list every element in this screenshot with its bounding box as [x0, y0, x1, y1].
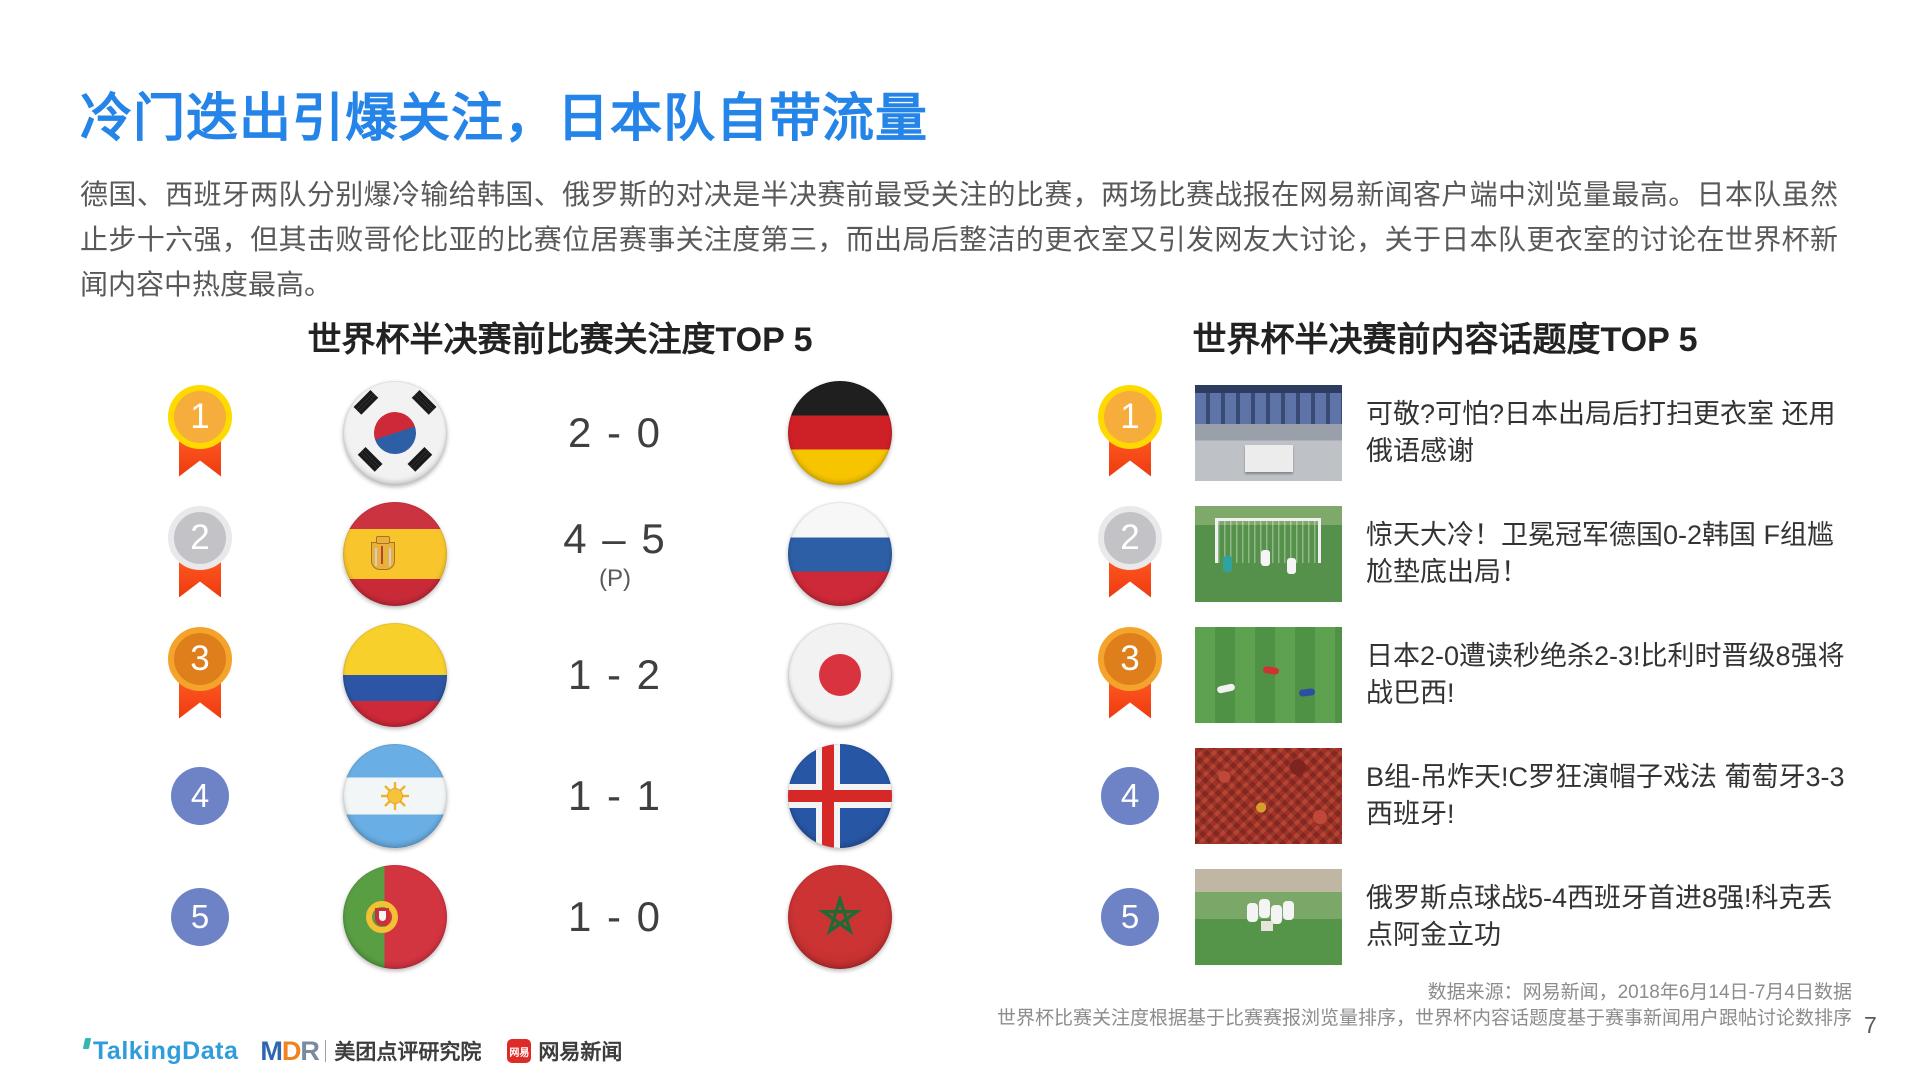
slide-body-paragraph: 德国、西班牙两队分别爆冷输给韩国、俄罗斯的对决是半决赛前最受关注的比赛，两场比赛… — [80, 179, 1838, 300]
topic-ranking-list: 1 可敬?可怕?日本出局后打扫更衣室 还用俄语感谢 2 惊天大冷！卫冕冠军德国0… — [1090, 372, 1854, 977]
match-score: 1 - 0 — [567, 892, 663, 940]
data-source-line-1: 数据来源：网易新闻，2018年6月14日-7月4日数据 — [1427, 982, 1852, 1003]
match-score: 4 – 5 — [563, 514, 667, 562]
topic-row-4: 4 B组-吊炸天!C罗狂演帽子戏法 葡萄牙3-3西班牙! — [1090, 735, 1854, 856]
footer-logos: TalkingData M D R 美团点评研究院 网易 网易新闻 — [82, 1036, 622, 1067]
match-row-1: 1 2 - 0 — [80, 372, 920, 493]
japan-flag-icon — [788, 622, 892, 727]
colombia-flag-icon — [343, 622, 447, 727]
slide-title: 冷门迭出引爆关注，日本队自带流量 — [80, 90, 929, 148]
match-row-5: 5 1 - 0 — [80, 856, 920, 977]
team-celebration-photo — [1195, 868, 1342, 965]
talkingdata-logo: TalkingData — [82, 1036, 239, 1066]
topic-row-5: 5 俄罗斯点球战5-4西班牙首进8强!科克丢点阿金立功 — [1090, 856, 1854, 977]
rank-circle-icon: 5 — [171, 887, 229, 946]
netease-badge-icon: 网易 — [507, 1039, 532, 1063]
logo-divider — [324, 1040, 327, 1062]
rank-circle-icon: 5 — [1101, 887, 1159, 946]
match-row-4: 4 1 - 1 — [80, 735, 920, 856]
match-score: 1 - 2 — [567, 650, 663, 698]
match-score: 2 - 0 — [567, 408, 663, 456]
portugal-flag-icon — [343, 864, 447, 969]
rank-number: 2 — [1098, 505, 1162, 570]
data-source-notes: 数据来源：网易新闻，2018年6月14日-7月4日数据 世界杯比赛关注度根据基于… — [997, 980, 1852, 1032]
mdr-letter-d: D — [281, 1035, 301, 1066]
match-row-2: 2 4 – 5 (P) — [80, 493, 920, 614]
silver-medal-icon: 2 — [168, 505, 232, 602]
argentina-flag-icon — [343, 743, 447, 848]
news-headline: 日本2-0遭读秒绝杀2-3!比利时晋级8强将战巴西! — [1366, 640, 1845, 708]
rank-circle-icon: 4 — [1101, 766, 1159, 825]
mdr-letter-r: R — [300, 1035, 319, 1066]
topic-row-1: 1 可敬?可怕?日本出局后打扫更衣室 还用俄语感谢 — [1090, 372, 1854, 493]
match-ranking-title: 世界杯半决赛前比赛关注度TOP 5 — [307, 321, 813, 359]
match-score: 1 - 1 — [567, 771, 663, 819]
rank-number: 1 — [168, 384, 232, 449]
south-korea-flag-icon — [343, 380, 447, 485]
rank-circle-icon: 4 — [171, 766, 229, 825]
sun-of-may-icon — [381, 781, 409, 810]
news-headline: 可敬?可怕?日本出局后打扫更衣室 还用俄语感谢 — [1366, 398, 1836, 466]
news-headline: 惊天大冷！卫冕冠军德国0-2韩国 F组尴尬垫底出局！ — [1366, 519, 1835, 587]
gold-medal-icon: 1 — [168, 384, 232, 481]
talkingdata-tick-icon — [82, 1037, 92, 1049]
goal-scene-photo — [1195, 505, 1342, 602]
netease-news-logo: 网易 网易新闻 — [507, 1036, 622, 1066]
match-row-3: 3 1 - 2 — [80, 614, 920, 735]
pentagram-star-icon — [818, 894, 862, 935]
data-source-line-2: 世界杯比赛关注度根据基于比赛赛报浏览量排序，世界杯内容话题度基于赛事新闻用户跟帖… — [996, 1008, 1852, 1029]
locker-room-photo — [1195, 384, 1342, 481]
gold-medal-icon: 1 — [1098, 384, 1162, 481]
mdr-letter-m: M — [260, 1035, 282, 1066]
penalty-note: (P) — [599, 564, 631, 592]
rank-number: 3 — [1098, 626, 1162, 691]
rank-number: 2 — [168, 505, 232, 570]
news-headline: B组-吊炸天!C罗狂演帽子戏法 葡萄牙3-3西班牙! — [1366, 761, 1845, 829]
pitch-players-photo — [1195, 626, 1342, 723]
page-number: 7 — [1864, 1012, 1877, 1038]
netease-news-label: 网易新闻 — [538, 1041, 623, 1064]
russia-flag-icon — [788, 501, 892, 606]
bronze-medal-icon: 3 — [1098, 626, 1162, 723]
silver-medal-icon: 2 — [1098, 505, 1162, 602]
germany-flag-icon — [788, 380, 892, 485]
meituan-dianping-research-logo: M D R 美团点评研究院 — [260, 1036, 481, 1067]
talkingdata-wordmark: TalkingData — [93, 1036, 239, 1065]
news-headline: 俄罗斯点球战5-4西班牙首进8强!科克丢点阿金立功 — [1366, 882, 1833, 950]
rank-number: 3 — [168, 626, 232, 691]
morocco-flag-icon — [788, 864, 892, 969]
iceland-flag-icon — [788, 743, 892, 848]
fans-crowd-photo — [1195, 747, 1342, 844]
match-ranking-list: 1 2 - 0 — [80, 372, 920, 977]
topic-row-3: 3 日本2-0遭读秒绝杀2-3!比利时晋级8强将战巴西! — [1090, 614, 1854, 735]
topic-row-2: 2 惊天大冷！卫冕冠军德国0-2韩国 F组尴尬垫底出局！ — [1090, 493, 1854, 614]
meituan-dianping-research-label: 美团点评研究院 — [334, 1041, 482, 1064]
spain-flag-icon — [343, 501, 447, 606]
rank-number: 1 — [1098, 384, 1162, 449]
bronze-medal-icon: 3 — [168, 626, 232, 723]
topic-ranking-title: 世界杯半决赛前内容话题度TOP 5 — [1192, 321, 1698, 359]
